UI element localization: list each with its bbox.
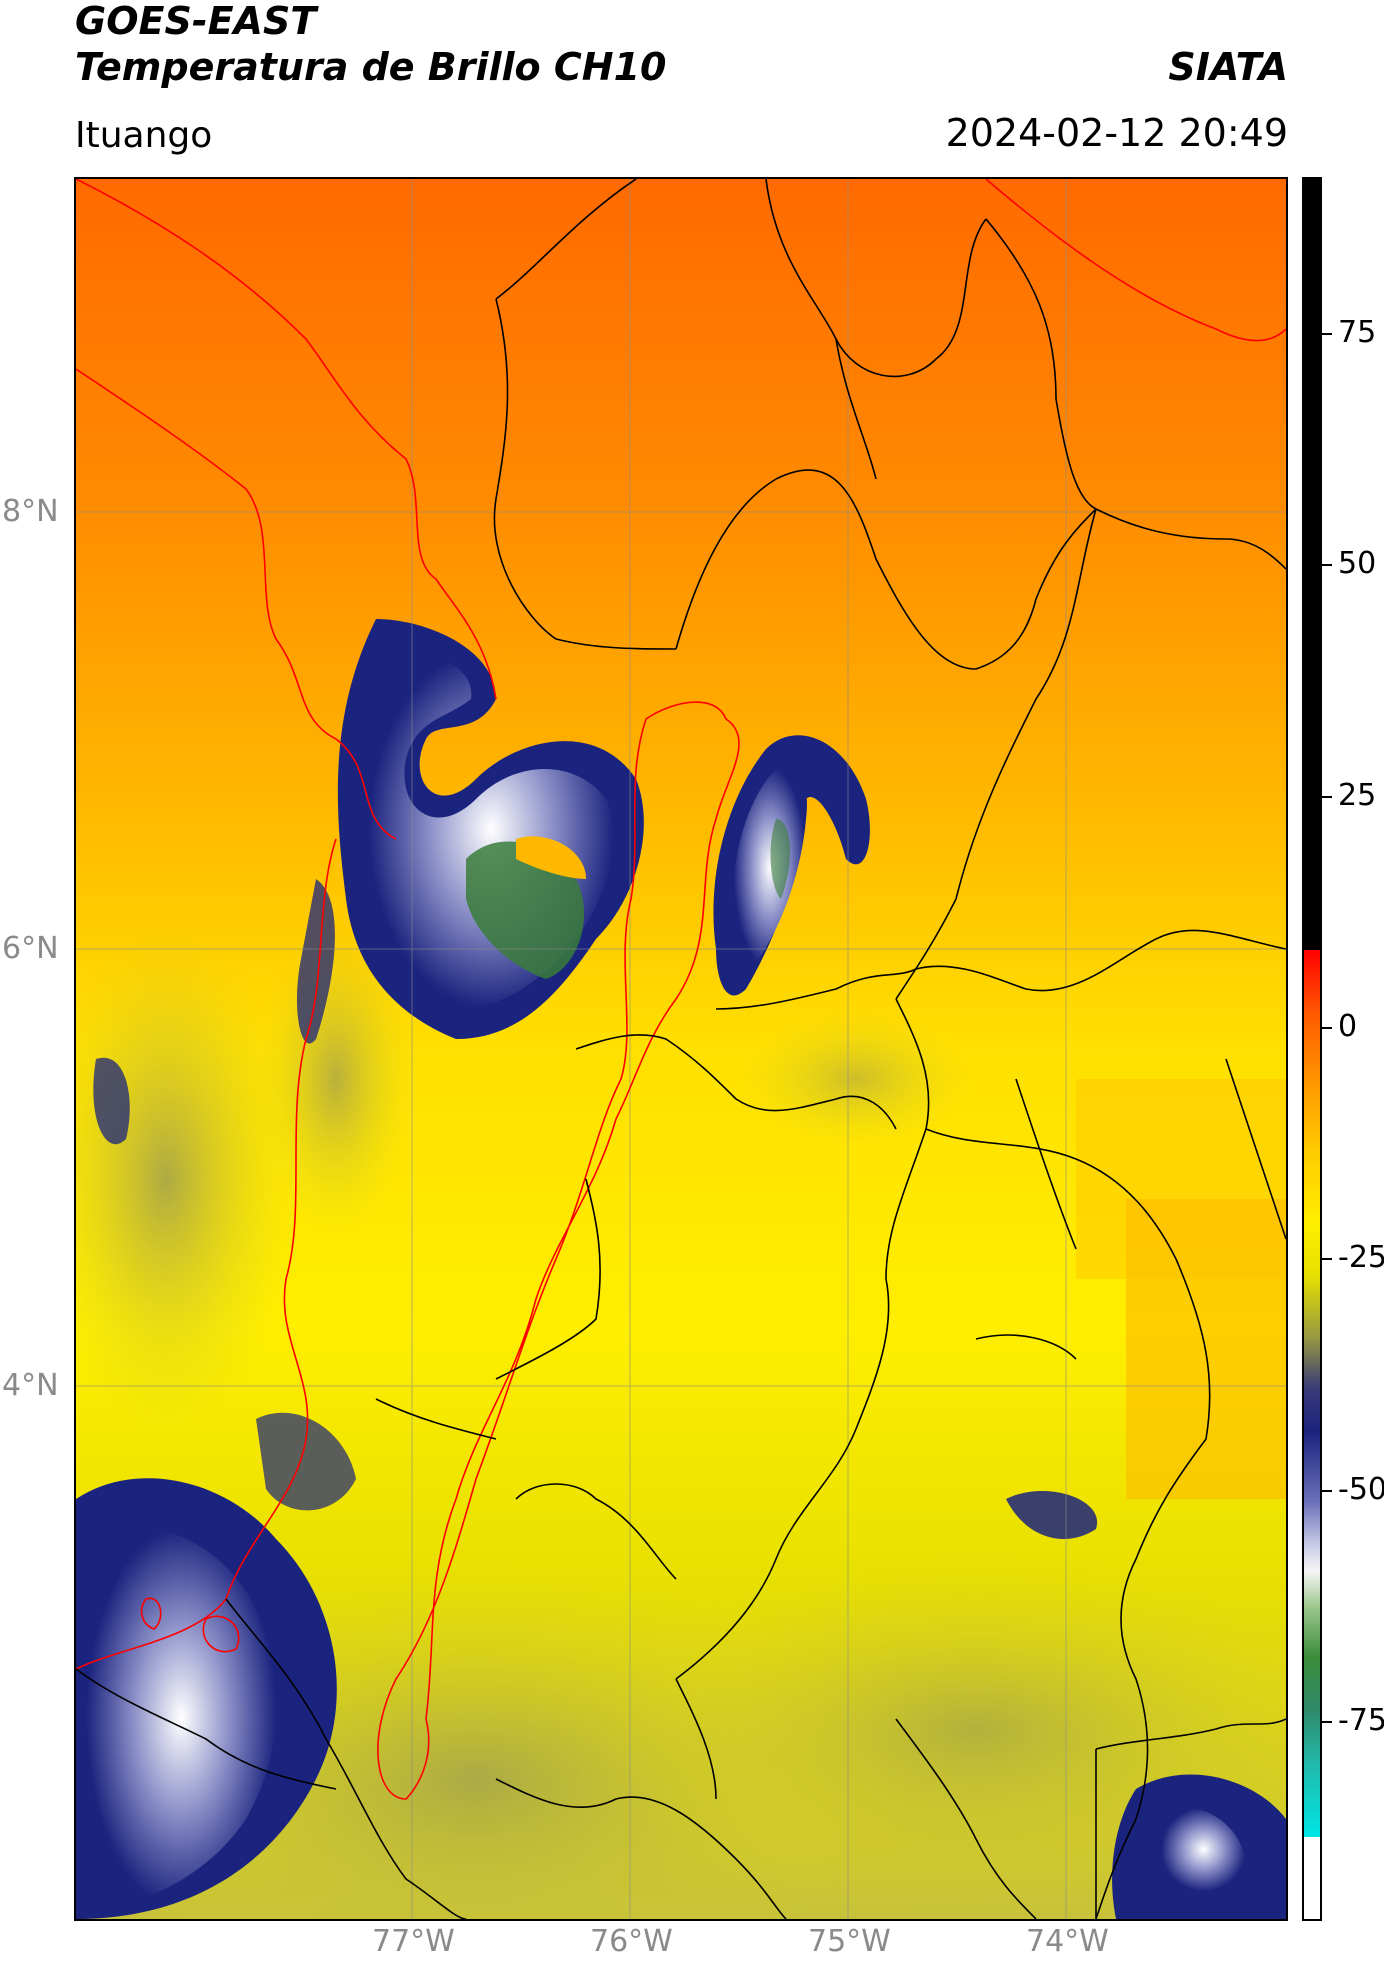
lon-label-76w: 76°W — [590, 1924, 673, 1959]
colorbar-tick-minus75: -75 — [1338, 1703, 1384, 1738]
convective-cloud-southeast — [1006, 1490, 1286, 1919]
datetime-label: 2024-02-12 20:49 — [945, 111, 1288, 155]
colorbar — [1302, 177, 1322, 1921]
colorbar-tick-25: 25 — [1338, 778, 1377, 813]
brightness-temperature-map[interactable] — [74, 177, 1288, 1921]
colorbar-tick-minus50: -50 — [1338, 1472, 1384, 1507]
convective-cloud-southwest — [76, 879, 356, 1919]
lon-label-77w: 77°W — [372, 1924, 455, 1959]
lon-label-75w: 75°W — [808, 1924, 891, 1959]
convective-cloud-central — [713, 735, 870, 996]
product-title: Temperatura de Brillo CH10 — [75, 45, 667, 89]
colorbar-tick-0: 0 — [1338, 1009, 1358, 1044]
colorbar-tick-75: 75 — [1338, 315, 1377, 350]
lat-label-8n: 8°N — [2, 494, 59, 529]
brand-label: SIATA — [1168, 45, 1288, 89]
political-borders — [76, 179, 1286, 1919]
antioquia-outline — [377, 701, 740, 1800]
colorbar-tick-50: 50 — [1338, 546, 1377, 581]
colorbar-tick-minus25: -25 — [1338, 1240, 1384, 1275]
lat-label-6n: 6°N — [2, 931, 59, 966]
location-label: Ituango — [75, 115, 213, 156]
lat-label-4n: 4°N — [2, 1368, 59, 1403]
satellite-title: GOES-EAST — [75, 0, 317, 43]
map-canvas — [76, 179, 1286, 1919]
convective-cloud-west — [337, 619, 644, 1039]
lon-label-74w: 74°W — [1026, 1924, 1109, 1959]
graticule — [76, 179, 1286, 1919]
coastline — [76, 179, 1286, 1670]
